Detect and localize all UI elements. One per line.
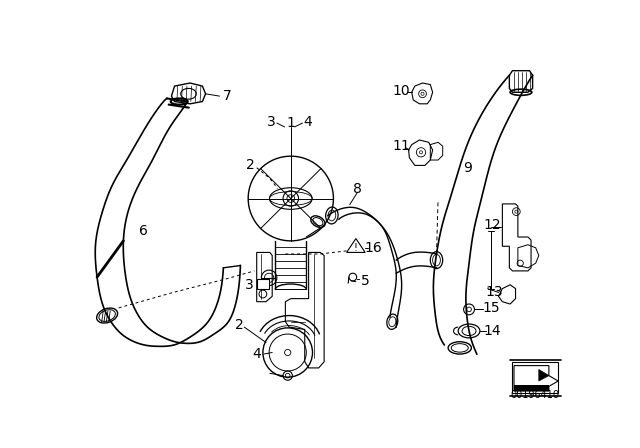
Text: 11: 11	[393, 139, 410, 153]
Text: 12: 12	[483, 218, 501, 232]
Text: 7: 7	[223, 89, 232, 103]
Text: 6: 6	[139, 224, 148, 238]
Text: 00196410: 00196410	[511, 390, 559, 400]
Text: 10: 10	[393, 84, 410, 98]
Text: 2: 2	[246, 159, 255, 172]
Text: 3: 3	[244, 278, 253, 292]
Text: 15: 15	[482, 301, 500, 315]
Text: 8: 8	[353, 181, 362, 195]
Polygon shape	[514, 366, 558, 391]
Text: 9: 9	[463, 161, 472, 175]
Text: 3: 3	[267, 115, 276, 129]
Text: 13: 13	[486, 285, 504, 299]
Text: 4: 4	[252, 347, 261, 361]
Polygon shape	[514, 385, 549, 391]
Text: 5: 5	[361, 274, 369, 288]
Text: 4: 4	[303, 115, 312, 129]
Text: 14: 14	[483, 324, 501, 338]
Polygon shape	[539, 370, 549, 381]
Bar	[257, 279, 269, 289]
Text: 16: 16	[364, 241, 382, 255]
Text: 1: 1	[286, 116, 295, 130]
Text: 2: 2	[234, 318, 243, 332]
Text: !: !	[354, 243, 358, 253]
